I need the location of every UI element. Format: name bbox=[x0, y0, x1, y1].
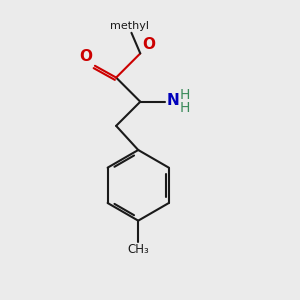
Text: N: N bbox=[167, 93, 179, 108]
Text: methyl: methyl bbox=[110, 21, 149, 31]
Text: O: O bbox=[80, 49, 93, 64]
Text: O: O bbox=[142, 37, 155, 52]
Text: H: H bbox=[180, 88, 190, 102]
Text: CH₃: CH₃ bbox=[127, 243, 149, 256]
Text: H: H bbox=[180, 101, 190, 115]
